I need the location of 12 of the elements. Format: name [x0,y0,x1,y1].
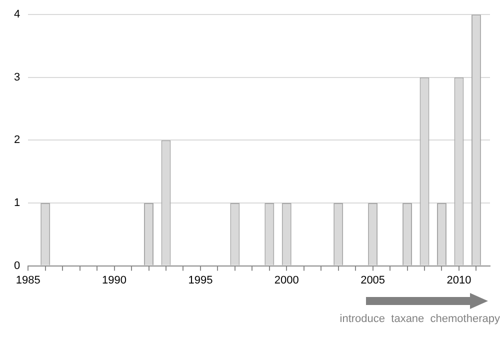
x-tick-label: 2000 [274,274,299,286]
x-tick-label: 2005 [360,274,386,286]
text: introduce taxane chemotherapy [338,313,500,325]
x-tick-label: 1990 [102,274,127,286]
y-tick-label: 1 [14,197,20,210]
y-tick-label: 2 [14,134,20,146]
x-tick-label: 1985 [16,274,40,286]
x-tick-label: 2010 [446,274,472,286]
y-tick-label: 3 [14,71,20,84]
y-tick-label: 0 [14,260,20,272]
x-tick-label: 1995 [188,274,213,286]
y-tick-label: 4 [14,8,20,21]
